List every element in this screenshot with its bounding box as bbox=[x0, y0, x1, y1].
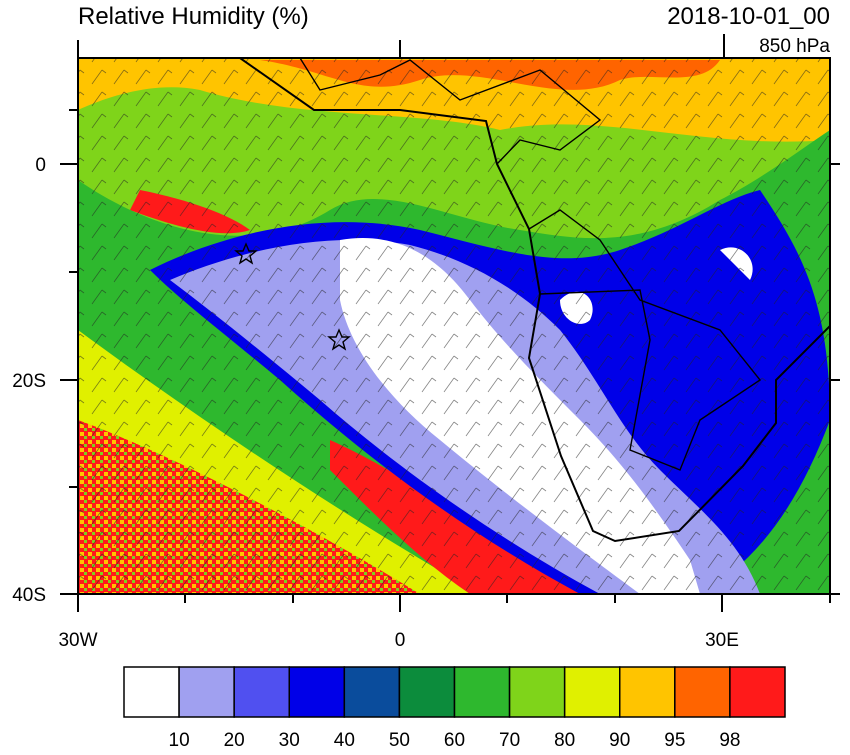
colorbar-box bbox=[508, 666, 566, 718]
lat-label: 20S bbox=[12, 371, 46, 392]
borders bbox=[299, 58, 602, 165]
colorbar-box bbox=[233, 666, 291, 718]
colorbar-box bbox=[288, 666, 346, 718]
colorbar-box bbox=[178, 666, 235, 718]
lon-label: 30E bbox=[705, 630, 739, 651]
borders bbox=[528, 209, 762, 471]
marker-star bbox=[327, 328, 351, 351]
map-field bbox=[78, 58, 830, 594]
colorbar-box bbox=[563, 666, 621, 718]
colorbar-label: 40 bbox=[334, 730, 355, 750]
wind-barbs bbox=[78, 58, 830, 594]
axis-ticks bbox=[60, 40, 840, 612]
lat-label: 40S bbox=[12, 585, 46, 606]
map-frame bbox=[77, 57, 831, 595]
colorbar-label: 95 bbox=[664, 730, 685, 750]
colorbar-label: 10 bbox=[169, 730, 190, 750]
colorbar-label: 80 bbox=[554, 730, 575, 750]
colorbar-box bbox=[343, 666, 401, 718]
colorbar-label: 70 bbox=[499, 730, 520, 750]
colorbar-box bbox=[619, 666, 676, 718]
colorbar-box bbox=[398, 666, 456, 718]
pressure-level: 850 hPa bbox=[759, 36, 830, 57]
lon-label: 30W bbox=[58, 630, 97, 651]
colorbar-label: 60 bbox=[444, 730, 465, 750]
lat-label: 0 bbox=[35, 155, 46, 176]
map-title: Relative Humidity (%) bbox=[78, 3, 309, 30]
colorbar-label: 50 bbox=[389, 730, 410, 750]
colorbar-box bbox=[453, 666, 511, 718]
coastline bbox=[239, 58, 830, 543]
lon-label: 0 bbox=[395, 630, 406, 651]
colorbar: 10 20 30 40 50 60 70 80 90 95 98 bbox=[123, 666, 786, 751]
colorbar-label: 20 bbox=[224, 730, 245, 750]
colorbar-box bbox=[729, 666, 786, 718]
valid-time: 2018-10-01_00 bbox=[667, 3, 830, 30]
colorbar-label: 30 bbox=[279, 730, 300, 750]
colorbar-box bbox=[123, 666, 180, 718]
marker-star bbox=[234, 242, 258, 265]
colorbar-label: 98 bbox=[719, 730, 740, 750]
colorbar-label: 90 bbox=[609, 730, 630, 750]
colorbar-box bbox=[674, 666, 731, 718]
